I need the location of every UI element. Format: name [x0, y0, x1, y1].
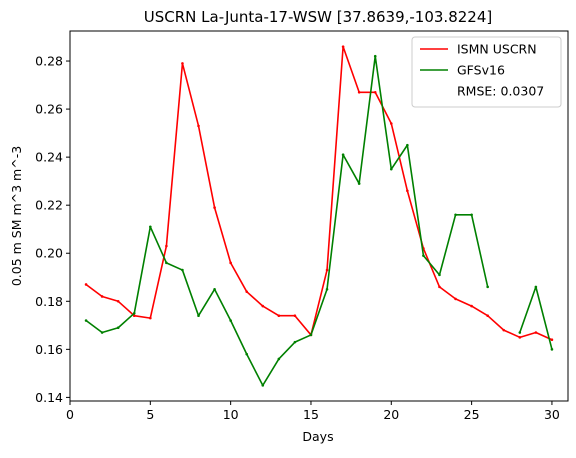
- y-tick-label: 0.20: [35, 246, 63, 261]
- series-1: [84, 54, 554, 387]
- data-point: [84, 283, 88, 286]
- data-point: [116, 299, 120, 303]
- data-point: [357, 90, 361, 94]
- data-point: [422, 254, 425, 257]
- data-point: [197, 314, 200, 318]
- data-point: [373, 90, 377, 94]
- data-point: [261, 304, 265, 308]
- data-point: [325, 287, 329, 291]
- data-point: [486, 285, 489, 289]
- y-tick-label: 0.28: [35, 54, 63, 69]
- data-point: [277, 357, 281, 361]
- data-point: [229, 319, 232, 322]
- data-point: [406, 189, 409, 193]
- legend: ISMN USCRN GFSv16 RMSE: 0.0307: [411, 36, 562, 108]
- x-tick-label: 25: [464, 407, 480, 422]
- series-layer: [84, 45, 554, 387]
- x-axis-label: Days: [302, 429, 333, 444]
- x-tick-label: 30: [544, 407, 560, 422]
- data-point: [245, 352, 249, 356]
- y-axis-label: 0.05 m SM m^3 m^-3: [9, 146, 24, 286]
- chart-title: USCRN La-Junta-17-WSW [37.8639,-103.8224…: [144, 8, 492, 26]
- legend-rmse: RMSE: 0.0307: [457, 84, 544, 99]
- data-point: [100, 331, 104, 334]
- y-tick-label: 0.16: [35, 342, 63, 357]
- data-point: [261, 384, 265, 387]
- data-point: [197, 124, 200, 128]
- data-point: [373, 54, 377, 58]
- y-tick-label: 0.24: [35, 150, 63, 165]
- data-point: [100, 295, 104, 298]
- data-point: [470, 213, 473, 217]
- plot-frame: [69, 30, 569, 402]
- legend-box: [411, 36, 562, 108]
- data-point: [438, 273, 441, 277]
- data-point: [277, 314, 281, 318]
- data-point: [325, 268, 329, 272]
- data-point: [534, 285, 538, 289]
- data-point: [293, 340, 297, 344]
- data-point: [389, 122, 393, 125]
- data-point: [181, 268, 184, 272]
- data-point: [454, 297, 457, 301]
- legend-label-ismn: ISMN USCRN: [457, 42, 537, 57]
- data-point: [245, 290, 249, 293]
- data-point: [213, 287, 216, 291]
- data-point: [518, 336, 522, 339]
- data-point: [502, 328, 506, 332]
- y-axis-ticks: 0.14 0.16 0.18 0.20 0.22 0.24 0.26 0.28: [35, 54, 70, 405]
- x-tick-label: 0: [66, 407, 74, 422]
- data-point: [438, 285, 441, 289]
- data-point: [165, 244, 168, 248]
- x-tick-label: 5: [146, 407, 154, 422]
- data-point: [213, 206, 216, 209]
- data-point: [229, 261, 232, 265]
- data-point: [341, 45, 345, 48]
- data-point: [149, 225, 152, 229]
- series-line: [85, 55, 489, 387]
- data-point: [389, 167, 393, 171]
- legend-label-gfs: GFSv16: [457, 63, 505, 78]
- y-tick-label: 0.22: [35, 198, 63, 213]
- data-point: [132, 314, 136, 318]
- y-tick-label: 0.14: [35, 390, 63, 405]
- data-point: [357, 182, 361, 185]
- data-point: [518, 331, 522, 334]
- data-point: [454, 213, 457, 217]
- x-axis-ticks: 0 5 10 15 20 25 30: [66, 401, 560, 422]
- data-point: [181, 62, 184, 65]
- data-point: [550, 338, 554, 342]
- x-tick-label: 20: [383, 407, 399, 422]
- y-tick-label: 0.26: [35, 102, 63, 117]
- data-point: [149, 316, 152, 320]
- data-point: [406, 143, 409, 147]
- data-point: [116, 326, 120, 330]
- x-tick-label: 10: [223, 407, 239, 422]
- data-point: [309, 333, 313, 337]
- data-point: [486, 314, 489, 318]
- data-point: [341, 153, 345, 157]
- data-point: [293, 314, 297, 318]
- data-point: [132, 312, 136, 315]
- x-tick-label: 15: [303, 407, 319, 422]
- data-point: [165, 261, 168, 265]
- data-point: [470, 304, 473, 308]
- y-tick-label: 0.18: [35, 294, 63, 309]
- data-point: [534, 331, 538, 334]
- data-point: [84, 319, 88, 322]
- data-point: [550, 348, 554, 351]
